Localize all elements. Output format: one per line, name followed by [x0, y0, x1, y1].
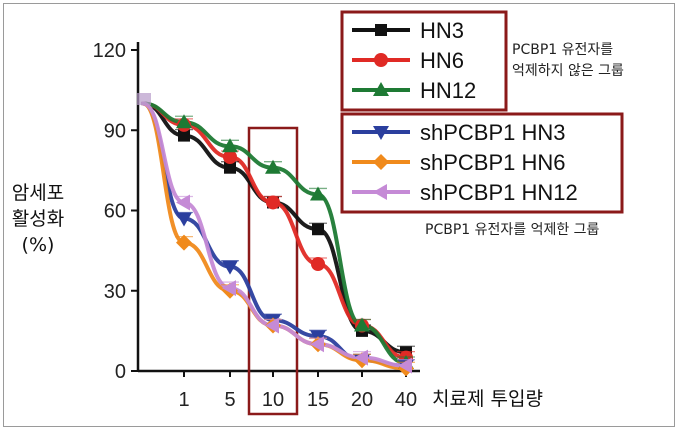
- series-4-point: [176, 234, 192, 251]
- legend-marker-4: [373, 154, 389, 170]
- y-tick-label: 60: [104, 201, 126, 223]
- legend-label-0: HN3: [420, 18, 464, 43]
- series-5-point: [222, 280, 236, 297]
- legend-marker-3: [373, 126, 389, 140]
- x-tick-label: 20: [351, 389, 373, 411]
- y-tick-label: 120: [93, 40, 126, 62]
- series-1-point: [311, 257, 325, 271]
- group-note-untreated-line-1: PCBP1 유전자를: [512, 42, 614, 58]
- series-1-point: [223, 150, 237, 164]
- legend-marker-2: [373, 82, 389, 96]
- series-3-point: [222, 260, 238, 275]
- legend-box-0: [340, 10, 508, 112]
- group-note-untreated-line-2: 억제하지 않은 그룹: [512, 63, 624, 79]
- y-tick-label: 90: [104, 120, 126, 142]
- legend-box-1: [340, 112, 624, 214]
- group-note-untreated: PCBP1 유전자를 억제하지 않은 그룹: [512, 40, 624, 82]
- series-2-point: [176, 114, 192, 129]
- image-frame: [3, 3, 675, 427]
- legend-marker-5: [373, 184, 387, 200]
- series-5-point: [354, 349, 368, 366]
- series-2-point: [310, 186, 326, 201]
- series-5-point: [265, 317, 279, 334]
- legend-marker-1: [374, 53, 388, 67]
- x-tick-label: 1: [178, 389, 189, 411]
- x-axis-label: 치료제 투입량: [432, 388, 543, 410]
- series-5-point: [176, 194, 190, 211]
- start-point-marker: [137, 93, 151, 105]
- x-tick-label: 10: [262, 389, 284, 411]
- legend-label-3: shPCBP1 HN3: [420, 120, 566, 145]
- series-2-point: [265, 159, 281, 174]
- series-0-point: [224, 161, 236, 174]
- legend-label-5: shPCBP1 HN12: [420, 180, 578, 205]
- y-axis-label: 암세포 활성화 (%): [8, 180, 68, 258]
- legend-marker-0: [375, 24, 387, 36]
- legend-label-4: shPCBP1 HN6: [420, 150, 566, 175]
- series-2-point: [222, 138, 238, 153]
- x-tick-label: 40: [395, 389, 417, 411]
- series-1-point: [266, 195, 280, 210]
- series-5-point: [398, 357, 412, 374]
- y-axis-label-line-2: 활성화: [11, 208, 65, 230]
- series-0-point: [178, 129, 190, 142]
- series-2-point: [354, 317, 370, 332]
- x-tick-label: 5: [224, 389, 235, 411]
- legend: HN3 HN6 HN12 shPCBP1 HN3 shPCBP1 HN6 shPCBP1 …: [340, 10, 624, 214]
- highlight-rectangle: [247, 126, 299, 416]
- group-note-knockdown: PCBP1 유전자를 억제한 그룹: [425, 222, 600, 238]
- legend-label-2: HN12: [420, 78, 476, 103]
- series-5-point: [310, 336, 324, 353]
- series-markers: [137, 93, 415, 377]
- series-3-point: [176, 212, 192, 227]
- y-tick-label: 30: [104, 281, 126, 303]
- y-axis-label-line-1: 암세포: [11, 182, 65, 204]
- highlight-box: [247, 126, 299, 416]
- legend-label-1: HN6: [420, 48, 464, 73]
- y-axis-label-line-3: (%): [21, 234, 55, 256]
- series-0-point: [312, 223, 324, 236]
- y-tick-label: 0: [115, 361, 126, 383]
- x-tick-label: 15: [307, 389, 329, 411]
